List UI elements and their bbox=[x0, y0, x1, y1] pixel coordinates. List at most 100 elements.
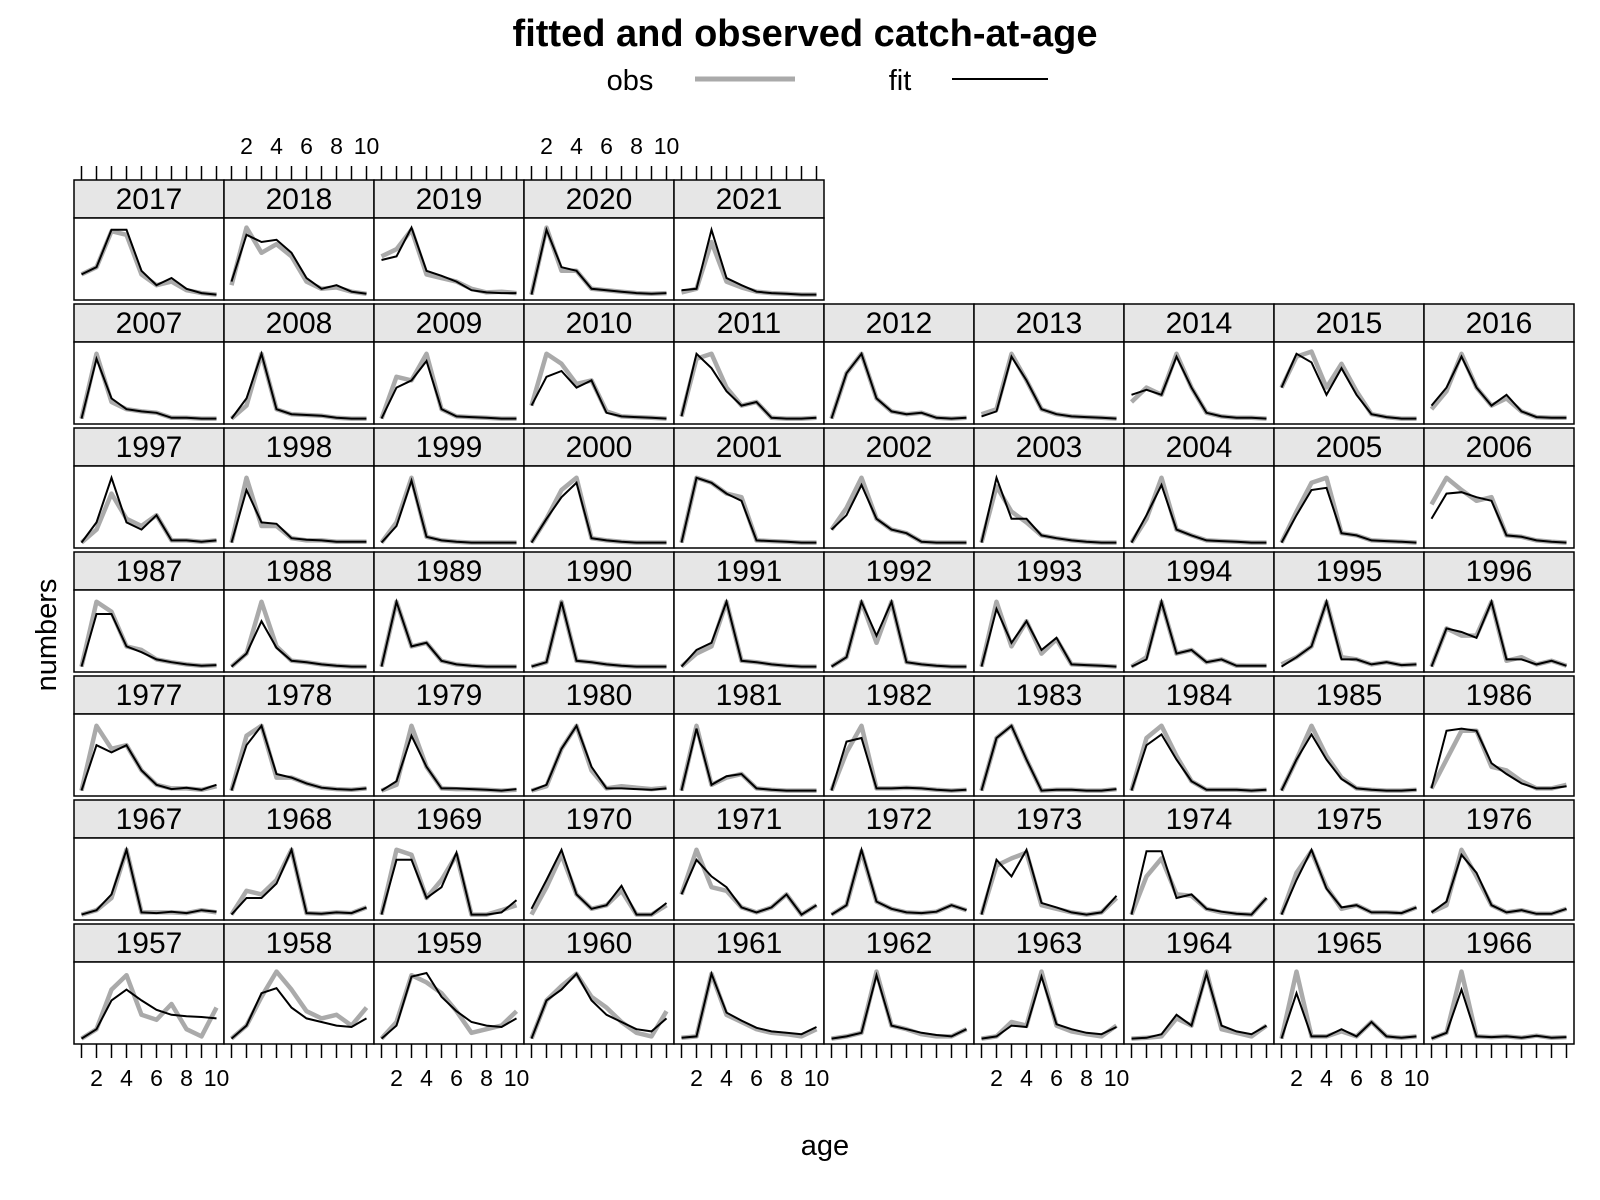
strip-label: 2002 bbox=[866, 431, 933, 464]
tick-label: 10 bbox=[654, 133, 680, 159]
strip-label: 1976 bbox=[1466, 803, 1533, 836]
fit-line-2012 bbox=[830, 351, 967, 420]
strip-label: 1982 bbox=[866, 679, 933, 712]
strip-label: 1967 bbox=[116, 803, 183, 836]
fit-line-1989 bbox=[380, 598, 517, 668]
fit-line-1964 bbox=[1131, 970, 1267, 1040]
tick-label: 10 bbox=[1104, 1065, 1130, 1091]
strip-label: 2004 bbox=[1166, 431, 1233, 464]
strip-label: 1977 bbox=[116, 679, 183, 712]
fit-line-1994 bbox=[1131, 598, 1267, 668]
panel-2014: 2014 bbox=[1123, 303, 1275, 425]
strip-1964 bbox=[1123, 923, 1275, 963]
strip-2000 bbox=[523, 427, 675, 467]
strip-label: 1978 bbox=[266, 679, 333, 712]
strip-2003 bbox=[973, 427, 1125, 467]
strip-label: 2008 bbox=[266, 307, 333, 340]
tick-label: 8 bbox=[630, 133, 643, 159]
strip-label: 1990 bbox=[566, 555, 633, 588]
panel-frame bbox=[673, 589, 825, 673]
panel-2012: 2012 bbox=[823, 303, 975, 425]
strip-1985 bbox=[1273, 675, 1425, 715]
tick-label: 6 bbox=[150, 1065, 163, 1091]
strip-label: 1986 bbox=[1466, 679, 1533, 712]
strip-label: 2009 bbox=[416, 307, 483, 340]
panel-1980: 1980 bbox=[523, 675, 675, 797]
strip-label: 1985 bbox=[1316, 679, 1383, 712]
panel-1978: 1978 bbox=[223, 675, 375, 797]
fit-line-2002 bbox=[830, 482, 967, 544]
panel-1974: 1974 bbox=[1123, 799, 1275, 921]
tick-label: 4 bbox=[270, 133, 283, 159]
strip-1981 bbox=[673, 675, 825, 715]
panel-1977: 1977 bbox=[73, 675, 225, 797]
panel-frame bbox=[373, 217, 525, 301]
fit-line-2003 bbox=[980, 474, 1117, 544]
panel-frame bbox=[73, 465, 225, 549]
strip-1993 bbox=[973, 551, 1125, 591]
strip-1975 bbox=[1273, 799, 1425, 839]
fit-line-1959 bbox=[380, 971, 517, 1040]
strip-1986 bbox=[1423, 675, 1575, 715]
panel-1965: 1965 bbox=[1273, 923, 1425, 1045]
tick-label: 4 bbox=[1020, 1065, 1033, 1091]
fit-line-2005 bbox=[1280, 486, 1417, 544]
panel-1990: 1990 bbox=[523, 551, 675, 673]
fit-line-2006 bbox=[1430, 491, 1567, 544]
strip-label: 1970 bbox=[566, 803, 633, 836]
strip-1972 bbox=[823, 799, 975, 839]
strip-label: 2015 bbox=[1316, 307, 1383, 340]
fit-line-1972 bbox=[830, 846, 967, 916]
strip-label: 1961 bbox=[716, 927, 783, 960]
fit-line-1988 bbox=[230, 619, 367, 668]
strip-label: 1983 bbox=[1016, 679, 1083, 712]
strip-label: 1996 bbox=[1466, 555, 1533, 588]
strip-1966 bbox=[1423, 923, 1575, 963]
panel-frame bbox=[373, 465, 525, 549]
strip-label: 2016 bbox=[1466, 307, 1533, 340]
strip-label: 1997 bbox=[116, 431, 183, 464]
strip-label: 2007 bbox=[116, 307, 183, 340]
strip-label: 1960 bbox=[566, 927, 633, 960]
fit-line-2014 bbox=[1131, 354, 1267, 420]
strip-label: 2018 bbox=[266, 183, 333, 216]
strip-2011 bbox=[673, 303, 825, 343]
panel-2007: 2007 bbox=[73, 303, 225, 425]
fit-line-1995 bbox=[1280, 598, 1417, 668]
fit-line-1963 bbox=[981, 973, 1117, 1040]
strip-1990 bbox=[523, 551, 675, 591]
panel-frame bbox=[523, 465, 675, 549]
fit-line-1999 bbox=[380, 477, 517, 544]
strip-1994 bbox=[1123, 551, 1275, 591]
panel-frame bbox=[973, 465, 1125, 549]
panel-1996: 1996 bbox=[1423, 551, 1575, 673]
fit-line-1965 bbox=[1280, 990, 1417, 1039]
fit-line-2013 bbox=[981, 354, 1117, 420]
tick-label: 2 bbox=[390, 1065, 403, 1091]
fit-line-2004 bbox=[1130, 482, 1267, 544]
tick-label: 10 bbox=[354, 133, 380, 159]
panel-1960: 1960 bbox=[523, 923, 675, 1045]
strip-label: 2011 bbox=[717, 307, 782, 340]
panel-1975: 1975 bbox=[1273, 799, 1425, 921]
strip-label: 2017 bbox=[116, 183, 183, 216]
panel-frame bbox=[1423, 341, 1575, 425]
strip-label: 1966 bbox=[1466, 927, 1533, 960]
strip-1989 bbox=[373, 551, 525, 591]
y-axis-label: numbers bbox=[31, 579, 63, 692]
strip-1961 bbox=[673, 923, 825, 963]
tick-label: 6 bbox=[300, 133, 313, 159]
strip-label: 2020 bbox=[566, 183, 633, 216]
panel-frame bbox=[973, 961, 1125, 1045]
strip-label: 1958 bbox=[266, 927, 333, 960]
panel-1983: 1983 bbox=[973, 675, 1125, 797]
x-axis-label: age bbox=[801, 1130, 849, 1162]
fit-line-1982 bbox=[830, 736, 967, 792]
strip-1960 bbox=[523, 923, 675, 963]
panel-2021: 2021 bbox=[673, 179, 825, 301]
fit-line-1973 bbox=[980, 847, 1118, 916]
tick-label: 8 bbox=[1080, 1065, 1093, 1091]
fit-line-1987 bbox=[80, 613, 217, 667]
strip-label: 1987 bbox=[116, 555, 183, 588]
strip-label: 2019 bbox=[416, 183, 483, 216]
